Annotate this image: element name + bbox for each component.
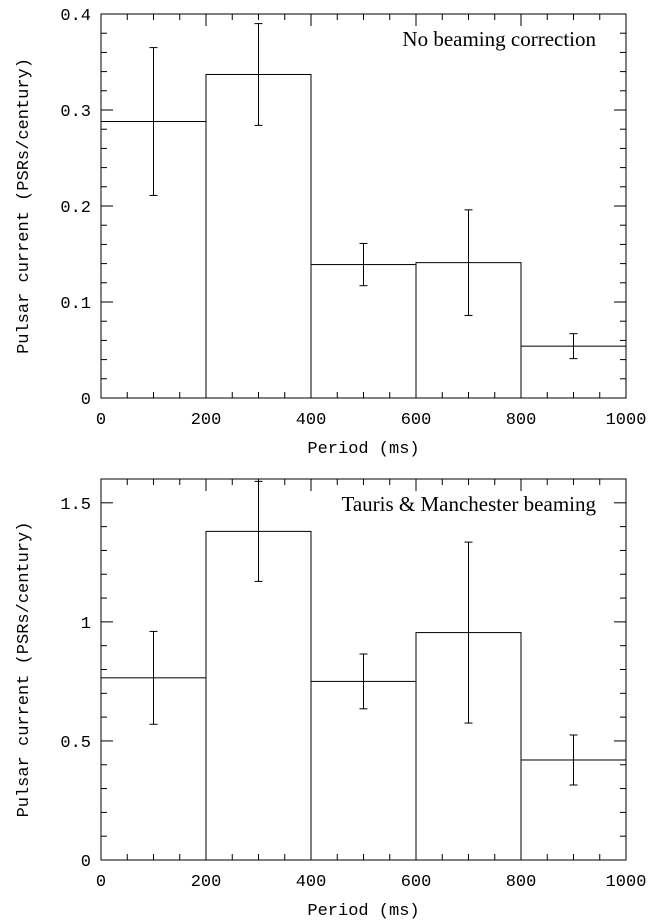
x-tick-label: 0	[96, 411, 106, 430]
y-axis-label: Pulsar current (PSRs/century)	[15, 522, 34, 818]
y-axis-label: Pulsar current (PSRs/century)	[15, 58, 34, 354]
y-tick-label: 0.5	[60, 734, 91, 753]
y-tick-label: 0.3	[60, 103, 91, 122]
y-tick-label: 0.1	[60, 295, 91, 314]
x-tick-label: 200	[191, 411, 222, 430]
x-tick-label: 800	[506, 873, 537, 892]
x-tick-label: 600	[401, 411, 432, 430]
y-tick-label: 1.5	[60, 496, 91, 515]
plot-frame	[100, 13, 627, 399]
x-tick-label: 400	[296, 873, 327, 892]
x-tick-label: 0	[96, 873, 106, 892]
annotation: Tauris & Manchester beaming	[341, 492, 596, 516]
y-tick-label: 0	[81, 391, 91, 410]
y-tick-label: 0	[81, 853, 91, 872]
x-tick-label: 600	[401, 873, 432, 892]
x-tick-label: 200	[191, 873, 222, 892]
y-tick-label: 0.4	[60, 7, 91, 26]
x-axis-label: Period (ms)	[307, 902, 419, 921]
x-tick-label: 400	[296, 411, 327, 430]
annotation: No beaming correction	[402, 27, 596, 51]
x-tick-label: 1000	[606, 873, 647, 892]
x-axis-label: Period (ms)	[307, 440, 419, 459]
y-tick-label: 1	[81, 615, 91, 634]
x-tick-label: 800	[506, 411, 537, 430]
x-tick-label: 1000	[606, 411, 647, 430]
y-tick-label: 0.2	[60, 199, 91, 218]
